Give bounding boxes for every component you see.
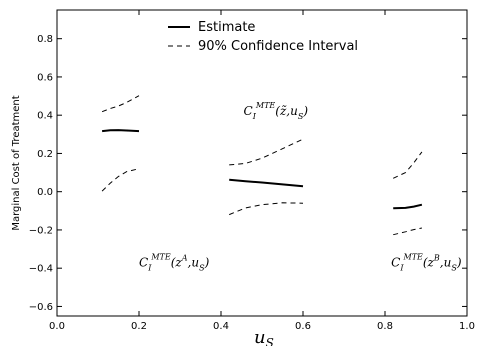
x-tick-label: 0.8 (377, 321, 393, 332)
legend: Estimate 90% Confidence Interval (168, 20, 358, 54)
ci-line-5 (229, 202, 304, 216)
annotation-0: CIMTE(z̃,uS) (244, 101, 309, 121)
annotations: CIMTE(z̃,uS) CIMTE(zA,uS) CIMTE(zB,uS) (139, 101, 462, 272)
legend-label-ci: 90% Confidence Interval (198, 39, 358, 54)
x-tick-label: 0.2 (131, 321, 147, 332)
ci-line-7 (392, 151, 423, 179)
x-axis-label: uS (254, 327, 274, 346)
series-layer (101, 95, 423, 236)
ci-line-2 (101, 168, 140, 192)
y-tick-label: 0.8 (37, 34, 53, 45)
y-tick-label: 0.4 (37, 111, 53, 122)
ci-line-1 (101, 95, 140, 113)
x-tick-label: 0.0 (49, 321, 65, 332)
y-tick-label: −0.4 (29, 264, 53, 275)
estimate-line-3 (229, 178, 304, 188)
ticks: 0.0 0.2 0.4 0.6 0.8 1.0 −0.6 −0.4 −0.2 0.0 0.2 0.4 0… (29, 10, 475, 332)
estimate-line-6 (393, 203, 423, 210)
y-tick-label: −0.2 (29, 225, 53, 236)
ci-line-8 (393, 227, 422, 236)
x-tick-label: 1.0 (459, 321, 475, 332)
x-tick-label: 0.6 (295, 321, 311, 332)
y-tick-label: −0.6 (29, 302, 53, 313)
y-tick-label: 0.6 (37, 72, 53, 83)
legend-label-estimate: Estimate (198, 20, 255, 35)
ci-line-4 (229, 138, 304, 166)
y-axis-label: Marginal Cost of Treatment (11, 95, 22, 230)
annotation-1: CIMTE(zA,uS) (139, 252, 210, 272)
y-tick-label: 0.0 (37, 187, 53, 198)
y-tick-label: 0.2 (37, 149, 53, 160)
estimate-line-0 (102, 129, 140, 133)
x-tick-label: 0.4 (213, 321, 229, 332)
plot-frame (56, 9, 468, 317)
annotation-2: CIMTE(zB,uS) (391, 252, 462, 272)
